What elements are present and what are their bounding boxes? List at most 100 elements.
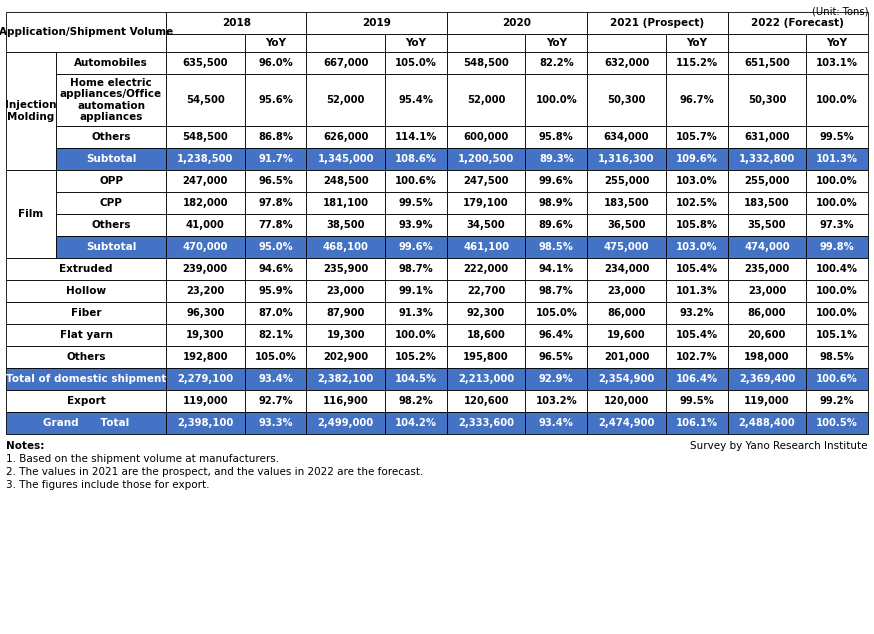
Text: Subtotal: Subtotal xyxy=(86,242,136,252)
Bar xyxy=(727,412,806,434)
Text: 468,100: 468,100 xyxy=(323,242,369,252)
Text: 106.1%: 106.1% xyxy=(676,418,718,428)
Bar xyxy=(245,368,307,390)
Bar xyxy=(385,368,447,390)
Text: 99.5%: 99.5% xyxy=(399,198,434,208)
Text: 93.9%: 93.9% xyxy=(399,220,434,230)
Bar xyxy=(666,236,727,258)
Text: 248,500: 248,500 xyxy=(323,176,369,186)
Bar xyxy=(166,390,245,412)
Text: Total of domestic shipment: Total of domestic shipment xyxy=(6,374,166,384)
Bar xyxy=(245,390,307,412)
Bar xyxy=(806,258,868,280)
Text: 103.0%: 103.0% xyxy=(676,176,718,186)
Text: Fiber: Fiber xyxy=(71,308,101,318)
Bar xyxy=(166,236,245,258)
Text: 93.2%: 93.2% xyxy=(679,308,714,318)
Text: 101.3%: 101.3% xyxy=(676,286,718,296)
Bar xyxy=(447,368,525,390)
Text: OPP: OPP xyxy=(99,176,123,186)
Text: 20,600: 20,600 xyxy=(748,330,786,340)
Text: 183,500: 183,500 xyxy=(604,198,649,208)
Bar xyxy=(6,368,166,390)
Bar xyxy=(806,280,868,302)
Bar xyxy=(525,302,587,324)
Bar xyxy=(666,324,727,346)
Bar xyxy=(587,280,666,302)
Text: 475,000: 475,000 xyxy=(604,242,649,252)
Bar xyxy=(166,192,245,214)
Text: 97.3%: 97.3% xyxy=(820,220,855,230)
Text: 195,800: 195,800 xyxy=(463,352,509,362)
Text: 23,000: 23,000 xyxy=(748,286,786,296)
Text: 600,000: 600,000 xyxy=(463,132,509,142)
Text: 96.5%: 96.5% xyxy=(258,176,293,186)
Text: 23,200: 23,200 xyxy=(186,286,225,296)
Text: 116,900: 116,900 xyxy=(323,396,369,406)
Text: 41,000: 41,000 xyxy=(186,220,225,230)
Bar xyxy=(806,148,868,170)
Bar xyxy=(166,74,245,126)
Text: 100.4%: 100.4% xyxy=(816,264,858,274)
Text: 3. The figures include those for export.: 3. The figures include those for export. xyxy=(6,480,210,490)
Bar xyxy=(166,258,245,280)
Text: 105.0%: 105.0% xyxy=(395,58,437,68)
Text: 52,000: 52,000 xyxy=(327,95,365,105)
Bar xyxy=(727,214,806,236)
Text: 2,382,100: 2,382,100 xyxy=(317,374,374,384)
Bar xyxy=(245,126,307,148)
Text: 82.1%: 82.1% xyxy=(258,330,293,340)
Text: 631,000: 631,000 xyxy=(744,132,790,142)
Text: (Unit: Tons): (Unit: Tons) xyxy=(811,6,868,16)
Text: 2,354,900: 2,354,900 xyxy=(599,374,655,384)
Text: 667,000: 667,000 xyxy=(323,58,369,68)
Bar xyxy=(245,34,307,52)
Bar xyxy=(727,12,868,34)
Text: 105.7%: 105.7% xyxy=(676,132,718,142)
Bar xyxy=(666,52,727,74)
Text: 105.4%: 105.4% xyxy=(676,264,718,274)
Text: 87,900: 87,900 xyxy=(327,308,365,318)
Bar xyxy=(806,74,868,126)
Text: 103.2%: 103.2% xyxy=(536,396,577,406)
Bar xyxy=(666,390,727,412)
Bar xyxy=(666,74,727,126)
Bar xyxy=(166,302,245,324)
Bar xyxy=(56,148,166,170)
Text: 99.5%: 99.5% xyxy=(679,396,714,406)
Bar xyxy=(307,324,385,346)
Bar xyxy=(245,214,307,236)
Text: 247,500: 247,500 xyxy=(463,176,509,186)
Bar xyxy=(525,346,587,368)
Bar xyxy=(166,214,245,236)
Text: 35,500: 35,500 xyxy=(747,220,786,230)
Text: 93.3%: 93.3% xyxy=(258,418,293,428)
Text: 92,300: 92,300 xyxy=(467,308,505,318)
Bar xyxy=(727,126,806,148)
Text: 183,500: 183,500 xyxy=(744,198,790,208)
Text: 2022 (Forecast): 2022 (Forecast) xyxy=(752,18,844,28)
Bar xyxy=(727,170,806,192)
Text: 95.0%: 95.0% xyxy=(258,242,293,252)
Text: Flat yarn: Flat yarn xyxy=(59,330,113,340)
Bar xyxy=(447,34,525,52)
Bar xyxy=(525,192,587,214)
Text: 105.0%: 105.0% xyxy=(536,308,577,318)
Text: 2,398,100: 2,398,100 xyxy=(177,418,233,428)
Bar xyxy=(727,368,806,390)
Bar xyxy=(587,170,666,192)
Text: 100.0%: 100.0% xyxy=(816,308,858,318)
Text: 634,000: 634,000 xyxy=(604,132,649,142)
Text: 104.5%: 104.5% xyxy=(395,374,437,384)
Text: 100.0%: 100.0% xyxy=(395,330,437,340)
Bar xyxy=(727,390,806,412)
Text: 2019: 2019 xyxy=(362,18,391,28)
Text: 96.5%: 96.5% xyxy=(539,352,573,362)
Bar xyxy=(245,412,307,434)
Text: 38,500: 38,500 xyxy=(327,220,365,230)
Text: 95.9%: 95.9% xyxy=(258,286,293,296)
Bar xyxy=(806,368,868,390)
Text: Home electric
appliances/Office
automation
appliances: Home electric appliances/Office automati… xyxy=(60,77,162,122)
Text: 100.0%: 100.0% xyxy=(816,286,858,296)
Text: 91.3%: 91.3% xyxy=(399,308,434,318)
